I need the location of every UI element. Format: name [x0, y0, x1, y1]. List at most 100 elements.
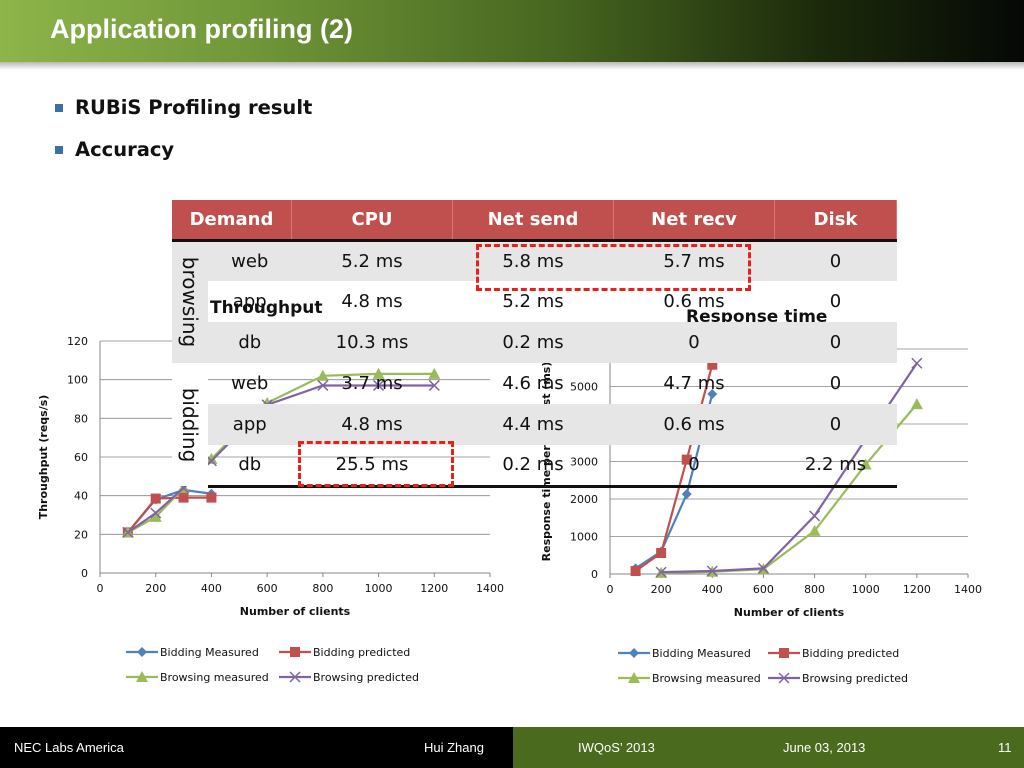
series-line — [127, 496, 212, 534]
data-point — [655, 566, 667, 578]
x-tick-label: 1400 — [476, 582, 504, 595]
x-tick-label: 1400 — [954, 583, 982, 596]
cpu-cell: 10.3 ms — [291, 322, 453, 363]
footer-venue: IWQoS’ 2013 — [578, 740, 655, 755]
data-point — [373, 379, 385, 391]
bullet-text: Accuracy — [75, 138, 175, 161]
data-point — [428, 379, 440, 391]
cpu-cell: 25.5 ms — [291, 445, 453, 488]
legend-item: Bidding Measured — [618, 647, 751, 660]
data-point — [630, 566, 641, 576]
legend-label: Bidding Measured — [652, 647, 751, 660]
x-axis-label: Number of clients — [240, 605, 351, 618]
data-point — [317, 379, 329, 391]
legend-label: Bidding predicted — [802, 647, 899, 660]
legend-item: Bidding Measured — [126, 646, 259, 659]
legend-marker — [628, 672, 640, 683]
table-row: bidding web 3.7 ms 4.6 ms 4.7 ms 0 — [172, 363, 897, 486]
header-net-send: Net send — [452, 200, 614, 242]
table-row: db 10.3 ms 0.2 ms 0 0 — [172, 322, 897, 363]
marker-stroke — [317, 379, 329, 391]
legend-marker — [137, 647, 147, 657]
footer-org: NEC Labs America — [14, 740, 124, 755]
legend-item: Browsing measured — [618, 672, 761, 685]
table-row: db 25.5 ms 0.2 ms 0 2.2 ms — [172, 445, 897, 488]
data-point — [150, 507, 162, 519]
disk-cell: 2.2 ms — [774, 445, 897, 488]
legend-item: Bidding predicted — [768, 647, 899, 660]
slide-title: Application profiling (2) — [50, 14, 353, 44]
group-label: browsing — [178, 257, 202, 348]
legend-marker — [629, 648, 639, 658]
disk-cell: 0 — [774, 240, 897, 281]
x-tick-label: 200 — [145, 582, 166, 595]
header-net-recv: Net recv — [613, 200, 775, 242]
footer-left — [0, 727, 513, 768]
tier-cell: app — [232, 291, 267, 312]
y-tick-label: 100 — [67, 374, 88, 387]
data-point — [808, 524, 821, 536]
group-cell-bidding: bidding — [172, 363, 208, 486]
x-tick-label: 600 — [257, 582, 278, 595]
y-tick-label: 120 — [67, 335, 88, 348]
bullet-item: RUBiS Profiling result — [55, 96, 312, 119]
marker-stroke — [373, 379, 385, 391]
marker-stroke — [289, 671, 301, 683]
marker-stroke — [809, 510, 821, 522]
legend-item: Bidding predicted — [279, 646, 410, 659]
x-tick-label: 1200 — [420, 582, 448, 595]
throughput-chart-title: Throughput — [210, 298, 323, 318]
disk-cell: 0 — [829, 373, 842, 394]
x-tick-label: 1000 — [365, 582, 393, 595]
data-point — [122, 526, 134, 538]
table-row: app 4.8 ms 5.2 ms 0.6 ms 0 — [172, 281, 897, 322]
bullet-text: RUBiS Profiling result — [75, 96, 313, 119]
bullet-item: Accuracy — [55, 138, 174, 161]
x-tick-label: 400 — [201, 582, 222, 595]
data-point — [178, 492, 189, 503]
table-row: app 4.8 ms 4.4 ms 0.6 ms 0 — [172, 404, 897, 445]
cpu-cell: 5.2 ms — [291, 240, 453, 281]
footer-date: June 03, 2013 — [783, 740, 866, 755]
title-bar: Application profiling (2) — [0, 0, 1024, 62]
x-tick-label: 0 — [97, 582, 104, 595]
data-point — [428, 367, 441, 379]
cpu-cell: 4.8 ms — [341, 291, 403, 312]
data-point — [372, 367, 385, 379]
data-point — [150, 493, 161, 504]
legend-marker — [779, 648, 789, 658]
net-send-cell: 0.2 ms — [452, 445, 614, 488]
net-recv-cell: 0 — [613, 322, 775, 363]
tier-cell: app — [208, 404, 292, 445]
net-send-cell: 4.6 ms — [502, 373, 564, 394]
x-tick-label: 600 — [753, 583, 774, 596]
x-tick-label: 400 — [702, 583, 723, 596]
net-send-cell: 5.2 ms — [502, 291, 564, 312]
header-disk: Disk — [774, 200, 897, 242]
legend-label: Browsing predicted — [313, 671, 419, 684]
series-bidding-measured — [122, 484, 217, 538]
tier-cell: db — [208, 445, 292, 488]
legend-label: Browsing measured — [160, 671, 269, 684]
disk-cell: 0 — [774, 322, 897, 363]
disk-cell: 0 — [829, 291, 842, 312]
marker-stroke — [911, 357, 923, 369]
legend-label: Browsing measured — [652, 672, 761, 685]
header-cpu: CPU — [291, 200, 453, 242]
y-tick-label: 60 — [74, 451, 88, 464]
bullet-square-icon — [55, 145, 63, 154]
highlight-box-db-cpu — [298, 441, 454, 487]
y-tick-label: 20 — [74, 528, 88, 541]
group-label: bidding — [178, 387, 202, 462]
data-point — [149, 510, 162, 522]
y-tick-label: 80 — [74, 412, 88, 425]
legend-label: Bidding Measured — [160, 646, 259, 659]
marker-stroke — [706, 565, 718, 577]
legend-marker — [290, 647, 300, 657]
x-tick-label: 1000 — [852, 583, 880, 596]
x-axis-label: Number of clients — [734, 606, 845, 619]
legend-item: Browsing predicted — [279, 671, 419, 684]
marker-stroke — [150, 507, 162, 519]
disk-cell: 0 — [774, 404, 897, 445]
